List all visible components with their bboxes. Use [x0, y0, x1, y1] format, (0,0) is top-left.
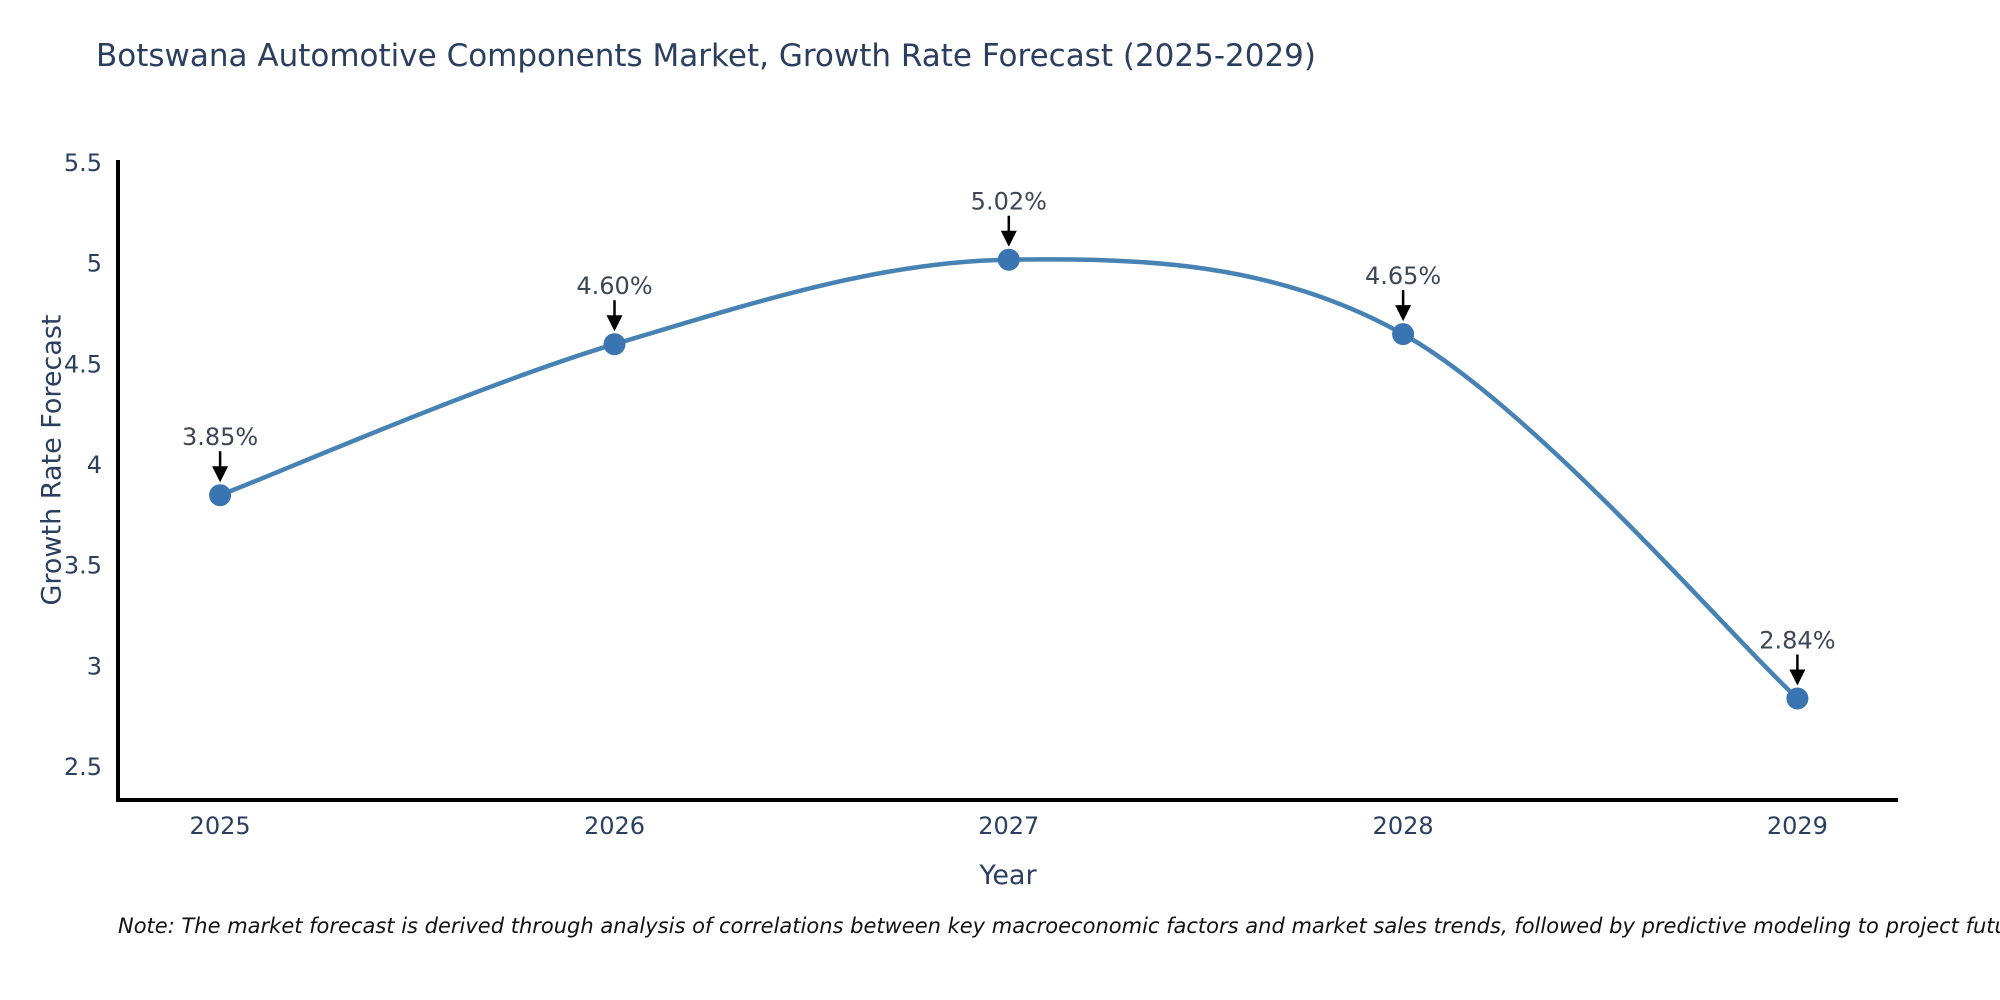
x-axis-title: Year [979, 860, 1037, 891]
y-tick-label: 4.5 [64, 350, 102, 378]
y-tick-label: 3.5 [64, 552, 102, 580]
annotation-arrowhead [1789, 669, 1806, 686]
y-tick-label: 3 [87, 652, 102, 680]
annotation-label: 5.02% [971, 188, 1047, 216]
methodology-note: Note: The market forecast is derived thr… [118, 914, 2000, 938]
growth-rate-line-chart[interactable]: 5.5 5 4.5 4 3.5 3 2.5 2025 2026 2027 2028 2029 3.85%… [0, 0, 2000, 900]
data-point-2027[interactable] [997, 248, 1020, 271]
annotation-arrowhead [606, 315, 623, 332]
data-point-2025[interactable] [209, 484, 232, 507]
y-tick-label: 5 [87, 250, 102, 278]
data-point-2028[interactable] [1392, 323, 1415, 346]
annotation-label: 4.60% [576, 272, 652, 300]
chart-title: Botswana Automotive Components Market, G… [96, 38, 1317, 74]
x-tick-label: 2027 [978, 812, 1039, 840]
x-tick-label: 2028 [1373, 812, 1434, 840]
data-point-2026[interactable] [603, 333, 626, 356]
annotation-label: 4.65% [1365, 262, 1441, 290]
annotation-arrowhead [1000, 230, 1017, 247]
x-tick-label: 2025 [190, 812, 251, 840]
data-point-2029[interactable] [1786, 687, 1809, 710]
y-tick-label: 5.5 [64, 149, 102, 177]
y-tick-label: 4 [87, 451, 102, 479]
annotation-arrowhead [212, 466, 229, 483]
y-tick-label: 2.5 [64, 753, 102, 781]
x-tick-label: 2026 [584, 812, 645, 840]
annotation-label: 2.84% [1759, 627, 1835, 655]
x-tick-label: 2029 [1767, 812, 1828, 840]
annotation-arrowhead [1395, 305, 1412, 322]
annotation-label: 3.85% [182, 423, 258, 451]
